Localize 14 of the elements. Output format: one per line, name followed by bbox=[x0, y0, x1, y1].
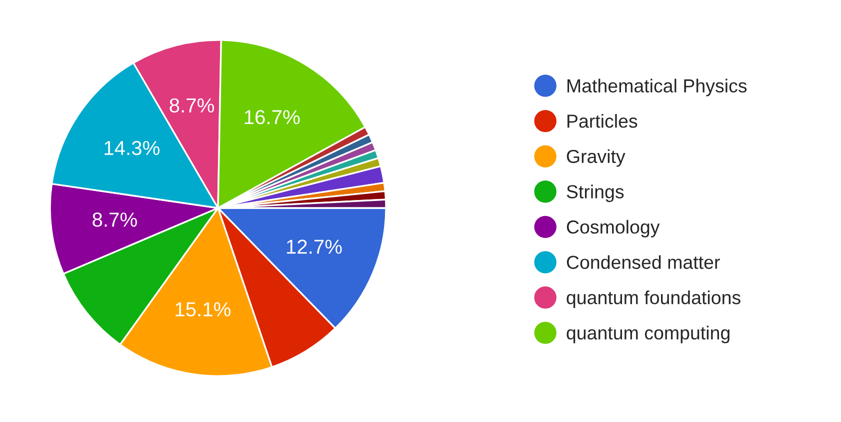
legend-label: Particles bbox=[568, 114, 638, 128]
data-label: 8.7% bbox=[92, 212, 137, 227]
data-label: 16.7% bbox=[244, 110, 300, 124]
data-label: 12.7% bbox=[286, 240, 342, 254]
legend-label: Gravity bbox=[566, 149, 626, 167]
data-label: 8.7% bbox=[170, 98, 214, 113]
legend-label: quantum computing bbox=[566, 326, 730, 344]
legend-label: Mathematical Physics bbox=[568, 78, 747, 96]
legend-label: Strings bbox=[566, 184, 624, 202]
data-label: 15.1% bbox=[176, 302, 231, 316]
legend-label: quantum foundations bbox=[566, 290, 740, 308]
legend-label: Condensed matter bbox=[566, 255, 720, 269]
legend-label: Cosmology bbox=[566, 220, 660, 238]
data-label: 14.3% bbox=[104, 140, 160, 156]
